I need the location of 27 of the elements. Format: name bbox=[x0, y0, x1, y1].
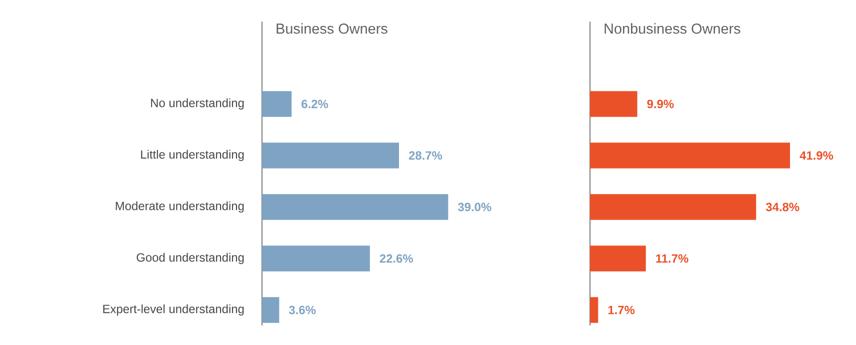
data-label: 3.6% bbox=[288, 306, 316, 314]
data-label: 22.6% bbox=[380, 254, 413, 263]
y-tick-label: Expert-level understanding bbox=[103, 304, 244, 316]
data-label: 11.7% bbox=[656, 254, 688, 263]
data-label: 41.9% bbox=[800, 151, 834, 160]
chart-title: Nonbusiness Owners bbox=[604, 23, 740, 34]
bar bbox=[590, 297, 598, 323]
y-tick-label: Little understanding bbox=[141, 150, 244, 162]
y-tick-label: No understanding bbox=[151, 98, 244, 110]
bar bbox=[262, 142, 399, 168]
bar bbox=[262, 297, 280, 323]
data-label: 6.2% bbox=[302, 100, 328, 108]
bar bbox=[590, 91, 638, 117]
data-label: 9.9% bbox=[647, 100, 674, 108]
data-label: 39.0% bbox=[458, 202, 492, 212]
y-tick-label: Good understanding bbox=[136, 252, 244, 264]
bar bbox=[262, 246, 370, 272]
bar bbox=[262, 91, 292, 117]
bar bbox=[590, 246, 646, 272]
data-label: 1.7% bbox=[608, 306, 635, 314]
chart-title: Business Owners bbox=[276, 23, 388, 34]
data-label: 28.7% bbox=[408, 151, 442, 160]
bar bbox=[262, 194, 448, 220]
bar bbox=[590, 142, 790, 168]
data-label: 34.8% bbox=[766, 202, 800, 212]
y-tick-label: Moderate understanding bbox=[116, 201, 244, 213]
bar bbox=[590, 194, 756, 220]
